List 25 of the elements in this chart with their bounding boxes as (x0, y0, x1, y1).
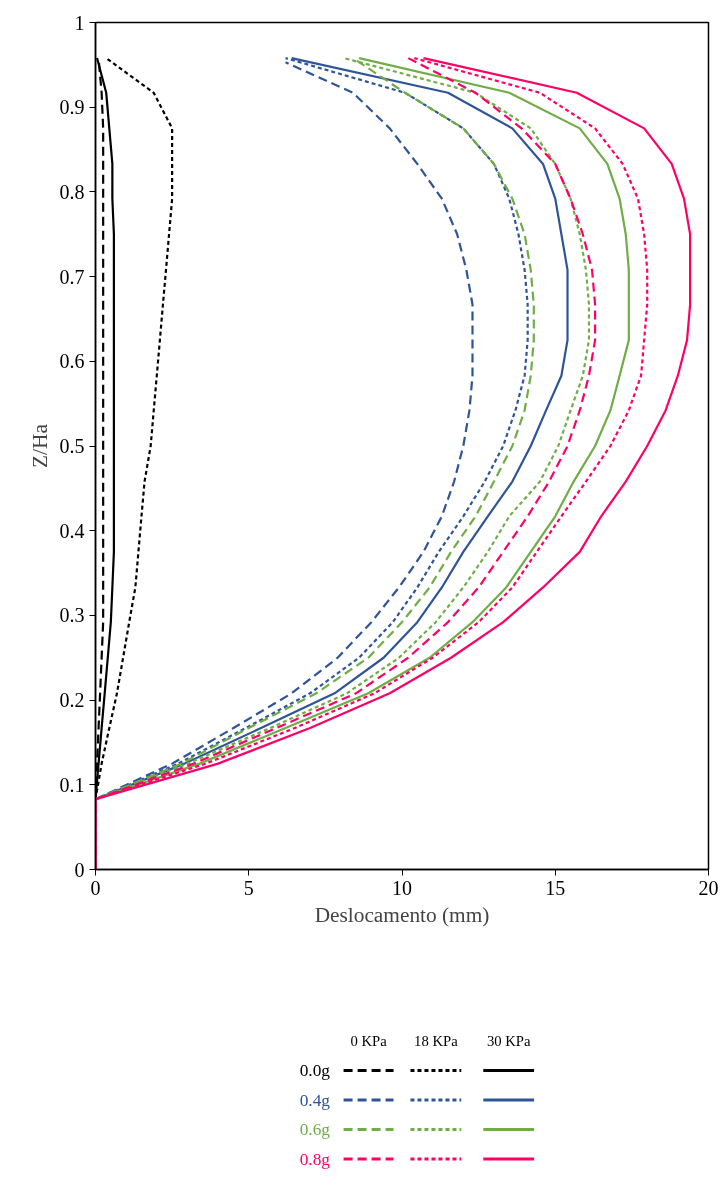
y-tick-label: 0.3 (59, 604, 85, 627)
text: 0.4g (299, 1090, 331, 1110)
y-tick-label: 0.2 (59, 689, 85, 712)
y-tick-label: 0.4 (59, 519, 85, 542)
y-axis-title: Z/Ha (27, 423, 52, 468)
text: 18 KPa (414, 1032, 459, 1049)
y-tick-label: 0 (74, 858, 85, 881)
text: 0.8g (299, 1149, 331, 1169)
y-tick-label: 0.1 (59, 773, 85, 796)
y-tick-label: 0.5 (59, 435, 85, 457)
x-tick-label: 15 (545, 876, 566, 899)
y-tick-label: 0.7 (59, 265, 85, 288)
x-tick-label: 10 (392, 876, 412, 899)
y-tick-label: 0.6 (59, 350, 85, 373)
text: 0.0g (299, 1061, 331, 1080)
y-tick-label: 1 (74, 11, 85, 34)
y-tick-label: 0.9 (59, 96, 85, 119)
x-axis-title: Deslocamento (mm) (314, 902, 490, 927)
text: 0 KPa (350, 1032, 388, 1049)
text: 30 KPa (486, 1032, 531, 1049)
y-tick-label: 0.8 (59, 180, 85, 203)
text: 0.6g (299, 1120, 331, 1139)
x-tick-label: 0 (90, 876, 101, 899)
x-tick-label: 5 (243, 876, 254, 899)
x-tick-label: 20 (698, 876, 719, 899)
